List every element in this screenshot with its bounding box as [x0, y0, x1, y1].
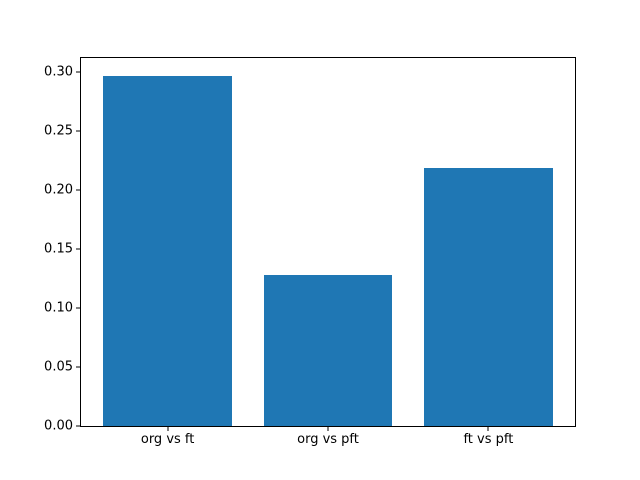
x-tick-label: org vs pft — [297, 432, 359, 447]
y-tick-label: 0.10 — [44, 300, 73, 316]
y-tick-mark — [76, 425, 80, 427]
y-tick-label: 0.25 — [44, 123, 73, 139]
bar-org-vs-ft — [103, 75, 232, 426]
x-tick-mark — [487, 427, 489, 431]
y-tick-label: 0.00 — [44, 418, 73, 434]
x-tick-mark — [327, 427, 329, 431]
y-tick-mark — [76, 248, 80, 250]
x-tick-label: ft vs pft — [463, 432, 514, 447]
y-tick-label: 0.20 — [44, 182, 73, 198]
y-tick-mark — [76, 71, 80, 73]
plot-area: org vs ft org vs pft ft vs pft 0.00 0.05 0.10… — [44, 57, 576, 446]
y-tick-label: 0.30 — [44, 64, 73, 80]
y-tick-label: 0.15 — [44, 241, 73, 257]
x-tick-label: org vs ft — [140, 432, 195, 447]
bar-org-vs-pft — [263, 275, 393, 426]
y-tick-mark — [76, 130, 80, 132]
y-tick-mark — [76, 366, 80, 368]
x-tick-mark — [167, 427, 169, 431]
y-tick-mark — [76, 307, 80, 309]
y-tick-mark — [76, 189, 80, 191]
y-tick-label: 0.05 — [44, 359, 73, 375]
bar-ft-vs-pft — [424, 167, 553, 426]
